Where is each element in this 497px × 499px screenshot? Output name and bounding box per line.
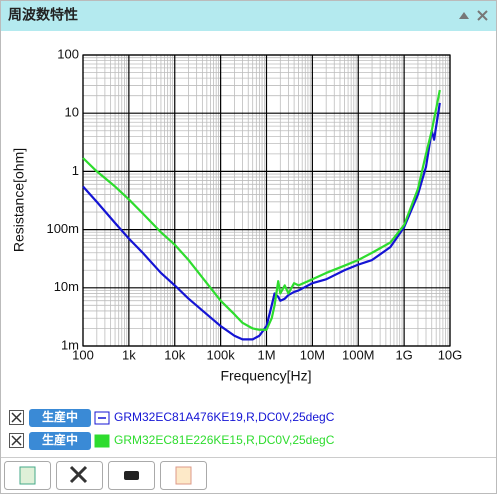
status-text: 生産中 xyxy=(42,409,78,424)
x-tick-label: 1G xyxy=(395,347,412,362)
header-title: 周波数特性 xyxy=(8,7,78,23)
status-badge xyxy=(29,432,91,450)
legend-label: GRM32EC81E226KE15,R,DC0V,25degC xyxy=(114,433,335,447)
x-tick-label: 100k xyxy=(207,347,236,362)
x-tick-label: 10G xyxy=(438,347,463,362)
close-button[interactable] xyxy=(477,10,488,21)
collapse-button[interactable] xyxy=(459,12,469,19)
y-tick-label: 100m xyxy=(46,221,79,236)
y-tick-label: 10m xyxy=(54,279,79,294)
tools-icon xyxy=(69,465,88,484)
status-badge xyxy=(29,409,91,427)
x-tick-label: 10k xyxy=(164,347,185,362)
legend-swatch xyxy=(94,434,110,448)
toolbar xyxy=(4,461,207,490)
plot-border xyxy=(82,54,451,347)
y-axis-label: Resistance[ohm] xyxy=(11,148,27,252)
legend-checkbox-mark xyxy=(11,412,22,423)
x-axis-label: Frequency[Hz] xyxy=(220,368,311,384)
status-text: 生産中 xyxy=(42,432,78,447)
x-tick-label: 100 xyxy=(72,347,94,362)
x-tick-label: 1k xyxy=(122,347,136,362)
y-tick-label: 10 xyxy=(65,105,79,120)
y-tick-label: 1 xyxy=(72,163,79,178)
header-bar xyxy=(1,1,496,31)
legend-checkbox-mark xyxy=(11,435,22,446)
x-tick-label: 100M xyxy=(342,347,375,362)
csv-icon xyxy=(19,466,36,485)
x-tick-label: 1M xyxy=(257,347,275,362)
pdf-icon xyxy=(175,466,192,485)
y-tick-label: 100 xyxy=(57,46,79,61)
series-line xyxy=(82,89,441,331)
x-tick-label: 10M xyxy=(300,347,325,362)
y-tick-label: 1m xyxy=(61,337,79,352)
legend-label: GRM32EC81A476KE19,R,DC0V,25degC xyxy=(114,410,335,424)
print-icon xyxy=(124,471,139,480)
